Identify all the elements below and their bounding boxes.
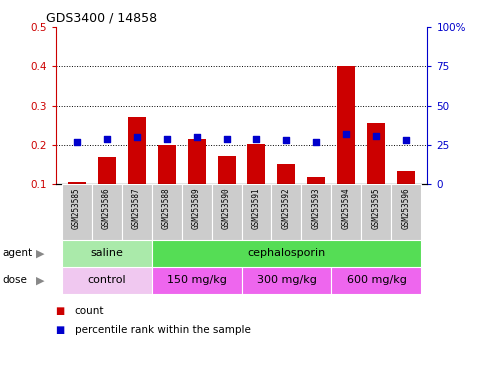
Text: GSM253585: GSM253585 — [72, 187, 81, 229]
Text: 600 mg/kg: 600 mg/kg — [346, 275, 406, 285]
Bar — [187, 139, 205, 223]
Bar — [61, 184, 92, 240]
Bar — [301, 184, 331, 240]
Text: ▶: ▶ — [36, 248, 45, 258]
Bar — [61, 267, 152, 294]
Bar — [128, 118, 145, 223]
Bar — [152, 240, 422, 267]
Bar — [271, 184, 301, 240]
Text: count: count — [75, 306, 104, 316]
Text: GSM253594: GSM253594 — [342, 187, 351, 229]
Text: 300 mg/kg: 300 mg/kg — [256, 275, 316, 285]
Bar — [98, 157, 115, 223]
Bar — [68, 182, 85, 223]
Text: 150 mg/kg: 150 mg/kg — [167, 275, 227, 285]
Bar — [212, 184, 242, 240]
Point — [103, 136, 111, 142]
Point — [163, 136, 170, 142]
Text: GSM253595: GSM253595 — [372, 187, 381, 229]
Bar — [242, 184, 271, 240]
Bar — [122, 184, 152, 240]
Bar — [152, 267, 242, 294]
Text: GDS3400 / 14858: GDS3400 / 14858 — [46, 12, 157, 25]
Text: GSM253596: GSM253596 — [402, 187, 411, 229]
Bar — [361, 184, 391, 240]
Text: ▶: ▶ — [36, 275, 45, 285]
Text: GSM253586: GSM253586 — [102, 187, 111, 229]
Bar — [242, 267, 331, 294]
Point — [253, 136, 260, 142]
Bar — [182, 184, 212, 240]
Bar — [152, 184, 182, 240]
Point — [403, 137, 411, 143]
Bar — [278, 164, 296, 223]
Text: GSM253587: GSM253587 — [132, 187, 141, 229]
Point — [223, 136, 230, 142]
Text: GSM253590: GSM253590 — [222, 187, 231, 229]
Text: ■: ■ — [56, 306, 65, 316]
Text: GSM253593: GSM253593 — [312, 187, 321, 229]
Text: control: control — [87, 275, 126, 285]
Bar — [61, 240, 152, 267]
Text: GSM253591: GSM253591 — [252, 187, 261, 229]
Text: ■: ■ — [56, 325, 65, 335]
Text: saline: saline — [90, 248, 123, 258]
Bar — [391, 184, 422, 240]
Bar — [368, 123, 385, 223]
Bar — [308, 177, 326, 223]
Point — [283, 137, 290, 143]
Text: percentile rank within the sample: percentile rank within the sample — [75, 325, 251, 335]
Point — [342, 131, 350, 137]
Point — [313, 139, 320, 145]
Text: GSM253589: GSM253589 — [192, 187, 201, 229]
Bar — [157, 145, 175, 223]
Bar — [398, 170, 415, 223]
Text: GSM253592: GSM253592 — [282, 187, 291, 229]
Bar — [217, 156, 236, 223]
Bar — [247, 144, 266, 223]
Point — [372, 132, 380, 139]
Point — [133, 134, 141, 140]
Point — [72, 139, 80, 145]
Text: agent: agent — [2, 248, 32, 258]
Text: GSM253588: GSM253588 — [162, 187, 171, 229]
Bar — [331, 267, 422, 294]
Text: dose: dose — [2, 275, 28, 285]
Bar — [92, 184, 122, 240]
Point — [193, 134, 200, 140]
Bar — [331, 184, 361, 240]
Text: cephalosporin: cephalosporin — [247, 248, 326, 258]
Bar — [338, 66, 355, 223]
